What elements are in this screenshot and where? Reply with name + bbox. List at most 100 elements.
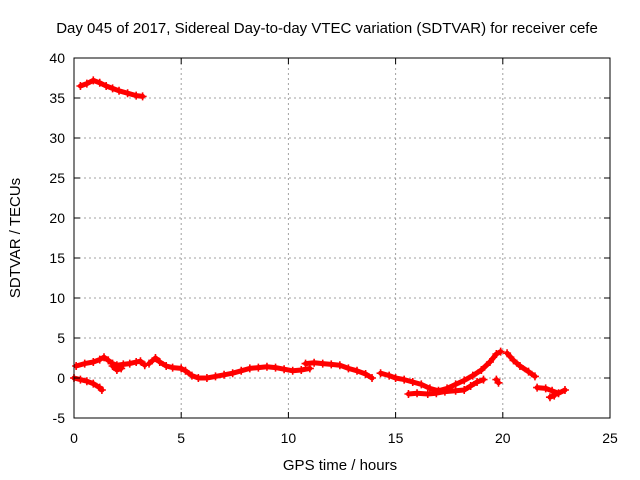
- data-point: [524, 367, 533, 376]
- plot-frame: [73, 57, 611, 419]
- data-point: [162, 362, 171, 370]
- y-tick-label: 10: [49, 290, 65, 306]
- series-main-5: [406, 377, 486, 397]
- data-point: [460, 376, 469, 385]
- data-point: [468, 371, 477, 380]
- data-point: [280, 365, 289, 374]
- x-axis-label: GPS time / hours: [283, 457, 397, 474]
- data-series: [70, 76, 569, 402]
- data-point: [432, 389, 441, 398]
- data-point: [305, 364, 314, 373]
- data-point: [288, 366, 297, 375]
- data-point: [95, 78, 104, 87]
- data-point: [473, 378, 482, 386]
- data-point: [89, 358, 98, 366]
- data-point: [151, 354, 160, 362]
- data-point: [440, 387, 449, 396]
- data-point: [211, 372, 220, 381]
- y-tick-label: 15: [49, 250, 65, 266]
- data-point: [477, 366, 486, 374]
- axis-ticks: [73, 57, 611, 419]
- data-point: [496, 347, 505, 356]
- data-point: [560, 386, 569, 394]
- x-tick-label: 0: [70, 430, 78, 446]
- y-tick-label: -5: [53, 410, 66, 426]
- data-point: [271, 363, 280, 372]
- data-point: [155, 358, 164, 366]
- y-axis-label: SDTVAR / TECUs: [7, 178, 24, 298]
- data-point: [262, 362, 271, 371]
- data-point: [237, 366, 246, 375]
- data-point: [344, 364, 353, 373]
- data-point: [503, 349, 512, 358]
- data-point: [335, 361, 344, 370]
- data-point: [89, 76, 98, 85]
- data-point: [548, 386, 557, 395]
- data-point: [485, 358, 494, 366]
- data-point: [117, 364, 126, 373]
- data-point: [95, 355, 104, 364]
- data-point: [245, 364, 254, 373]
- data-point: [145, 359, 154, 368]
- data-point: [181, 366, 190, 375]
- data-point: [368, 374, 377, 382]
- data-point: [115, 86, 124, 95]
- y-tick-label: 30: [49, 130, 65, 146]
- y-tick-label: 25: [49, 170, 65, 186]
- data-point: [138, 92, 147, 101]
- data-point: [82, 79, 91, 88]
- data-point: [451, 386, 460, 395]
- data-point: [177, 364, 186, 373]
- y-tick-label: 0: [57, 370, 65, 386]
- data-point: [297, 366, 306, 374]
- data-point: [353, 366, 362, 375]
- data-point: [408, 378, 417, 386]
- data-point: [123, 89, 132, 98]
- data-point: [460, 386, 469, 394]
- data-point: [82, 377, 91, 386]
- data-point: [494, 378, 503, 387]
- data-point: [125, 359, 134, 368]
- data-point: [76, 375, 85, 384]
- data-point: [376, 369, 385, 378]
- x-tick-label: 20: [495, 430, 511, 446]
- data-point: [327, 360, 336, 369]
- data-point: [466, 382, 475, 390]
- data-point: [108, 362, 117, 370]
- data-point: [112, 366, 121, 374]
- data-point: [400, 375, 409, 384]
- data-point: [385, 371, 394, 380]
- data-point: [168, 363, 177, 372]
- y-tick-label: 5: [57, 330, 65, 346]
- data-point: [391, 374, 400, 382]
- x-tick-label: 25: [602, 430, 618, 446]
- data-point: [479, 375, 488, 384]
- data-point: [80, 359, 89, 368]
- data-point: [509, 356, 518, 365]
- data-point: [545, 393, 554, 402]
- data-point: [108, 84, 117, 93]
- data-point: [404, 390, 413, 398]
- data-point: [254, 363, 263, 372]
- data-point: [72, 362, 81, 370]
- data-point: [533, 383, 542, 392]
- data-point: [541, 384, 550, 393]
- data-point: [104, 356, 113, 365]
- data-point: [361, 370, 370, 378]
- data-point: [76, 82, 85, 90]
- data-point: [413, 389, 422, 398]
- data-point: [89, 379, 98, 388]
- y-tick-label: 40: [49, 50, 65, 66]
- chart-title: Day 045 of 2017, Sidereal Day-to-day VTE…: [56, 20, 598, 37]
- grid-lines: [74, 58, 610, 418]
- data-point: [102, 82, 111, 90]
- data-point: [515, 362, 524, 370]
- y-tick-label: 20: [49, 210, 65, 226]
- data-point: [220, 370, 229, 379]
- data-point: [228, 369, 237, 378]
- data-point: [202, 374, 211, 382]
- data-point: [554, 389, 563, 398]
- x-tick-label: 10: [281, 430, 297, 446]
